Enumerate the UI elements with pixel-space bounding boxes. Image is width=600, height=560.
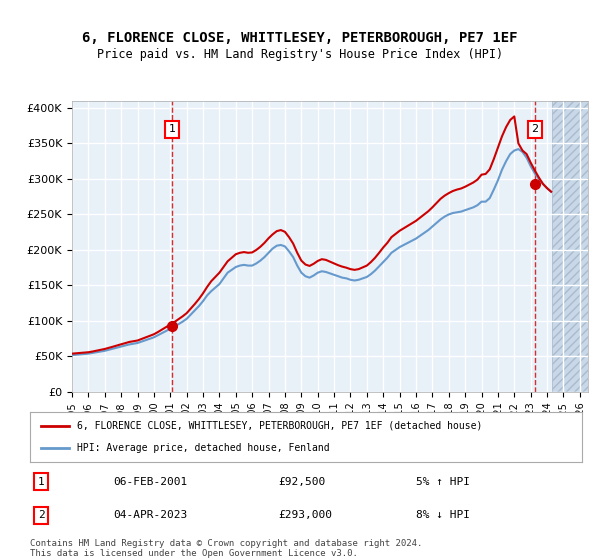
Text: 04-APR-2023: 04-APR-2023 xyxy=(113,510,187,520)
Text: Price paid vs. HM Land Registry's House Price Index (HPI): Price paid vs. HM Land Registry's House … xyxy=(97,48,503,60)
Bar xyxy=(552,101,588,392)
Text: Contains HM Land Registry data © Crown copyright and database right 2024.
This d: Contains HM Land Registry data © Crown c… xyxy=(30,539,422,558)
Text: HPI: Average price, detached house, Fenland: HPI: Average price, detached house, Fenl… xyxy=(77,443,329,453)
Text: 8% ↓ HPI: 8% ↓ HPI xyxy=(416,510,470,520)
Text: 5% ↑ HPI: 5% ↑ HPI xyxy=(416,477,470,487)
Text: £92,500: £92,500 xyxy=(278,477,326,487)
Text: £293,000: £293,000 xyxy=(278,510,332,520)
Bar xyxy=(552,101,588,392)
Text: 2: 2 xyxy=(531,124,538,134)
Text: 1: 1 xyxy=(169,124,175,134)
Text: 1: 1 xyxy=(38,477,44,487)
Text: 06-FEB-2001: 06-FEB-2001 xyxy=(113,477,187,487)
Text: 6, FLORENCE CLOSE, WHITTLESEY, PETERBOROUGH, PE7 1EF: 6, FLORENCE CLOSE, WHITTLESEY, PETERBORO… xyxy=(82,31,518,45)
Text: 2: 2 xyxy=(38,510,44,520)
Text: 6, FLORENCE CLOSE, WHITTLESEY, PETERBOROUGH, PE7 1EF (detached house): 6, FLORENCE CLOSE, WHITTLESEY, PETERBORO… xyxy=(77,421,482,431)
